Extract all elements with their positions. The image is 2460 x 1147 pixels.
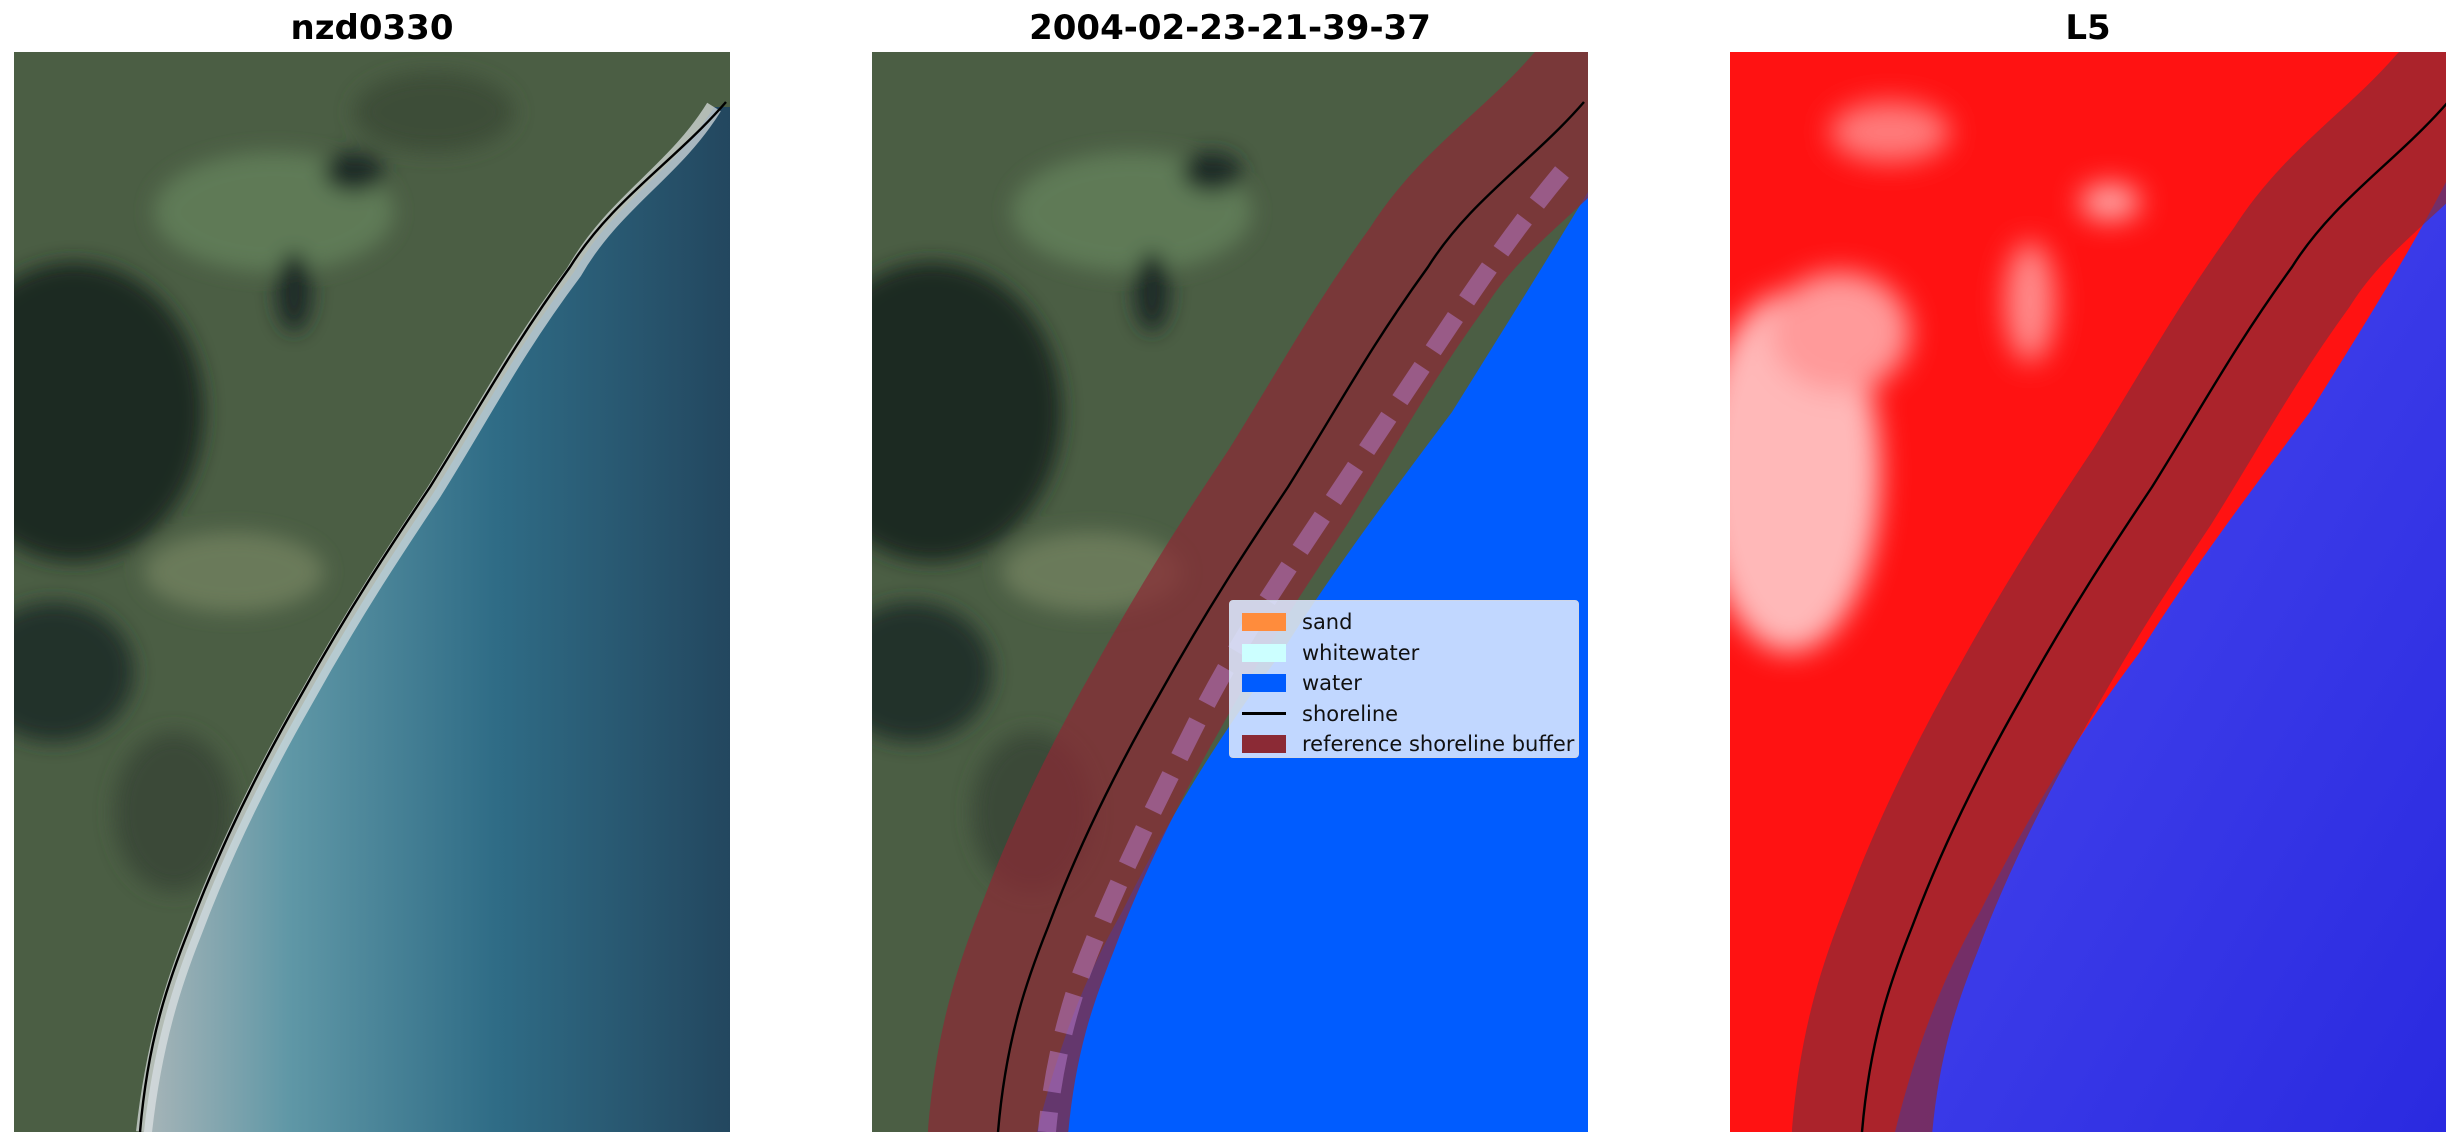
shoreline-line xyxy=(996,101,1585,1132)
water-swatch xyxy=(1242,674,1286,693)
sand-swatch xyxy=(1242,613,1286,632)
legend-label: reference shoreline buffer xyxy=(1302,732,1575,757)
legend-item-buffer: reference shoreline buffer xyxy=(1238,729,1574,760)
rgb-image-panel xyxy=(14,52,730,1132)
water-index xyxy=(1895,182,2446,1132)
legend-label: whitewater xyxy=(1302,640,1420,665)
water-index-image xyxy=(1730,52,2446,1132)
index-panel xyxy=(1730,52,2446,1132)
terrain-texture xyxy=(872,152,1252,892)
ocean-area xyxy=(144,107,730,1132)
legend-item-shoreline: shoreline xyxy=(1238,699,1570,730)
classified-image xyxy=(872,52,1588,1132)
legend-item-whitewater: whitewater xyxy=(1238,638,1570,669)
terrain-texture xyxy=(14,72,514,992)
panel-title-classified: 2004-02-23-21-39-37 xyxy=(1029,8,1431,48)
shoreline-line xyxy=(138,101,727,1132)
surf-zone xyxy=(136,102,721,1132)
legend-item-water: water xyxy=(1238,668,1570,699)
legend-label: shoreline xyxy=(1302,701,1399,726)
shoreline-line xyxy=(1860,102,2446,1132)
rgb-satellite-image xyxy=(14,52,730,1132)
shoreline-swatch xyxy=(1242,712,1286,716)
land-texture xyxy=(1730,102,2140,652)
legend: sand whitewater water shoreline referenc… xyxy=(1229,600,1579,758)
legend-label: sand xyxy=(1302,610,1353,635)
classified-panel xyxy=(872,52,1588,1132)
whitewater-swatch xyxy=(1242,643,1286,662)
buffer-swatch xyxy=(1242,735,1286,754)
legend-label: water xyxy=(1302,671,1362,696)
panel-title-index: L5 xyxy=(2065,8,2111,48)
panel-title-image: nzd0330 xyxy=(290,8,454,48)
legend-item-sand: sand xyxy=(1238,607,1570,638)
